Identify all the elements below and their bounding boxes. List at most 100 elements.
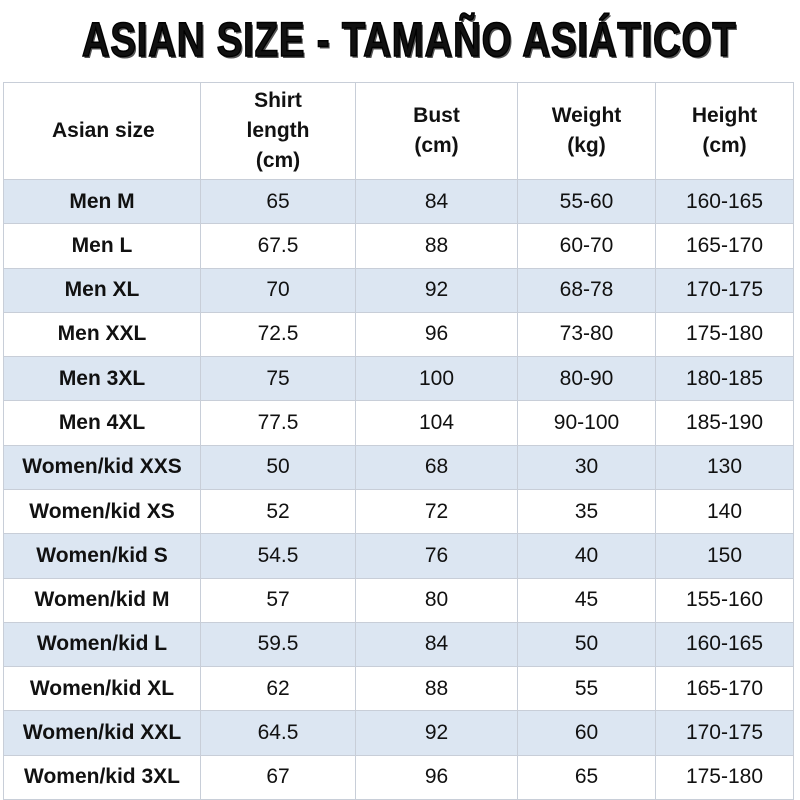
header-cell: Shirt length (cm) [200, 82, 356, 180]
title-bar: ASIAN SIZE - TAMAÑO ASIÁTICOT [0, 8, 800, 74]
cell: 68-78 [517, 267, 656, 313]
cell: 100 [355, 356, 518, 402]
row-label: Men M [3, 178, 201, 225]
title: ASIAN SIZE - TAMAÑO ASIÁTICOT [81, 13, 737, 68]
table-row: Men L 67.5 88 60-70 165-170 [3, 223, 794, 269]
row-label: Women/kid XL [3, 666, 201, 712]
cell: 140 [655, 488, 794, 535]
cell: 175-180 [655, 311, 794, 358]
cell: 35 [517, 488, 656, 535]
cell: 40 [517, 533, 656, 579]
header-cell: Weight (kg) [517, 82, 656, 180]
cell: 92 [355, 710, 518, 756]
cell: 155-160 [655, 577, 794, 623]
cell: 88 [355, 666, 518, 712]
header-text: Bust (cm) [413, 104, 460, 157]
cell: 84 [355, 621, 518, 668]
cell: 50 [517, 621, 656, 668]
cell: 70 [200, 267, 356, 313]
cell: 170-175 [655, 710, 794, 756]
cell: 60 [517, 710, 656, 756]
cell: 65 [200, 178, 356, 225]
cell: 76 [355, 533, 518, 579]
header-text: Asian size [52, 119, 155, 142]
table-row: Women/kid 3XL 67 96 65 175-180 [3, 754, 794, 800]
header-text: Height (cm) [691, 104, 758, 157]
header-text: Shirt length (cm) [246, 89, 310, 172]
header-cell: Bust (cm) [355, 82, 518, 180]
table-row: Women/kid XS 52 72 35 140 [3, 488, 794, 535]
table-row: Women/kid XL 62 88 55 165-170 [3, 666, 794, 712]
cell: 67 [200, 754, 356, 800]
row-label: Men 3XL [3, 356, 201, 402]
table-body: Men M 65 84 55-60 160-165 Men L 67.5 88 60-70 165… [3, 178, 794, 800]
cell: 65 [517, 754, 656, 800]
cell: 55-60 [517, 178, 656, 225]
cell: 185-190 [655, 400, 794, 446]
header-cell: Height (cm) [655, 82, 794, 180]
table-row: Women/kid L 59.5 84 50 160-165 [3, 621, 794, 668]
cell: 150 [655, 533, 794, 579]
cell: 170-175 [655, 267, 794, 313]
row-label: Women/kid XS [3, 488, 201, 535]
table-row: Women/kid XXS 50 68 30 130 [3, 444, 794, 490]
row-label: Men XXL [3, 311, 201, 358]
cell: 72 [355, 488, 518, 535]
cell: 165-170 [655, 666, 794, 712]
table-row: Men XXL 72.5 96 73-80 175-180 [3, 311, 794, 358]
cell: 59.5 [200, 621, 356, 668]
row-label: Women/kid 3XL [3, 754, 201, 800]
header-text: Weight (kg) [551, 104, 622, 157]
cell: 50 [200, 444, 356, 490]
cell: 73-80 [517, 311, 656, 358]
cell: 77.5 [200, 400, 356, 446]
row-label: Women/kid L [3, 621, 201, 668]
row-label: Men 4XL [3, 400, 201, 446]
table-row: Men 4XL 77.5 104 90-100 185-190 [3, 400, 794, 446]
cell: 165-170 [655, 223, 794, 269]
row-label: Men L [3, 223, 201, 269]
header-row: Asian size Shirt length (cm) Bust (cm) Weig… [3, 82, 794, 180]
cell: 90-100 [517, 400, 656, 446]
cell: 52 [200, 488, 356, 535]
cell: 60-70 [517, 223, 656, 269]
cell: 67.5 [200, 223, 356, 269]
size-table: Asian size Shirt length (cm) Bust (cm) Weig… [3, 82, 794, 800]
row-label: Women/kid M [3, 577, 201, 623]
header-cell: Asian size [3, 82, 201, 180]
cell: 96 [355, 311, 518, 358]
table-row: Women/kid S 54.5 76 40 150 [3, 533, 794, 579]
cell: 92 [355, 267, 518, 313]
cell: 54.5 [200, 533, 356, 579]
table-row: Women/kid M 57 80 45 155-160 [3, 577, 794, 623]
cell: 64.5 [200, 710, 356, 756]
cell: 130 [655, 444, 794, 490]
cell: 62 [200, 666, 356, 712]
cell: 104 [355, 400, 518, 446]
row-label: Women/kid XXS [3, 444, 201, 490]
table-row: Men 3XL 75 100 80-90 180-185 [3, 356, 794, 402]
cell: 84 [355, 178, 518, 225]
cell: 68 [355, 444, 518, 490]
cell: 75 [200, 356, 356, 402]
table-row: Men XL 70 92 68-78 170-175 [3, 267, 794, 313]
cell: 88 [355, 223, 518, 269]
cell: 175-180 [655, 754, 794, 800]
cell: 30 [517, 444, 656, 490]
cell: 180-185 [655, 356, 794, 402]
table-row: Women/kid XXL 64.5 92 60 170-175 [3, 710, 794, 756]
table-row: Men M 65 84 55-60 160-165 [3, 178, 794, 225]
cell: 72.5 [200, 311, 356, 358]
row-label: Women/kid XXL [3, 710, 201, 756]
cell: 96 [355, 754, 518, 800]
cell: 80-90 [517, 356, 656, 402]
cell: 160-165 [655, 178, 794, 225]
cell: 57 [200, 577, 356, 623]
cell: 55 [517, 666, 656, 712]
cell: 160-165 [655, 621, 794, 668]
row-label: Men XL [3, 267, 201, 313]
cell: 45 [517, 577, 656, 623]
row-label: Women/kid S [3, 533, 201, 579]
cell: 80 [355, 577, 518, 623]
